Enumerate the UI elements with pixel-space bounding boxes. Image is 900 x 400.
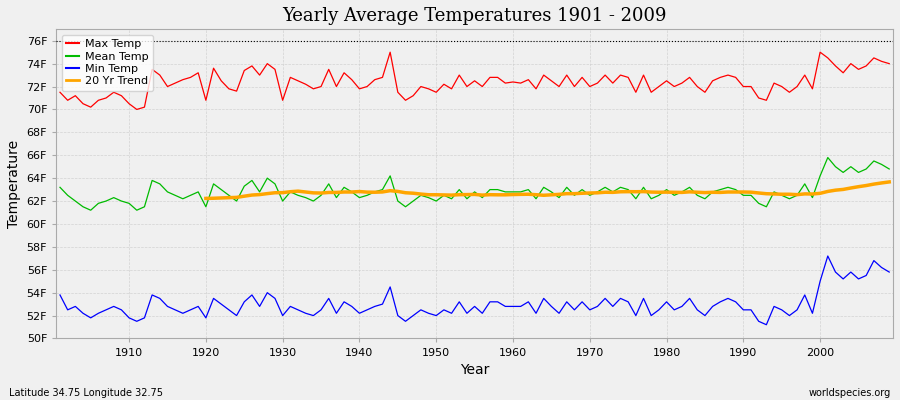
Title: Yearly Average Temperatures 1901 - 2009: Yearly Average Temperatures 1901 - 2009: [283, 7, 667, 25]
Text: Latitude 34.75 Longitude 32.75: Latitude 34.75 Longitude 32.75: [9, 388, 163, 398]
X-axis label: Year: Year: [460, 363, 490, 377]
Text: worldspecies.org: worldspecies.org: [809, 388, 891, 398]
Legend: Max Temp, Mean Temp, Min Temp, 20 Yr Trend: Max Temp, Mean Temp, Min Temp, 20 Yr Tre…: [62, 35, 153, 91]
Y-axis label: Temperature: Temperature: [7, 140, 21, 228]
